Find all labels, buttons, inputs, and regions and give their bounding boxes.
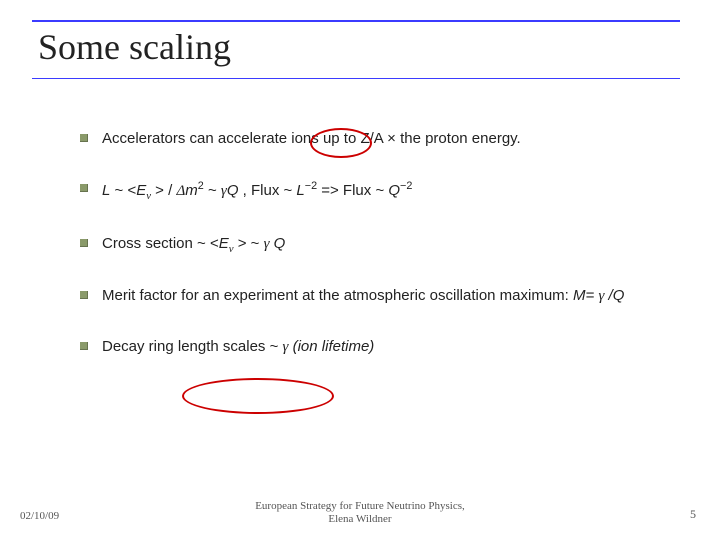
b2-Q2: Q [388,182,400,199]
slide-title: Some scaling [38,26,680,68]
title-rule: Some scaling [32,20,680,79]
bullet-2: L ~ <Eν > / Δm2 ~ γQ , Flux ~ L−2 => Flu… [80,179,680,204]
b2-gt: > / [151,182,176,199]
b5-post: (ion lifetime) [288,338,374,355]
bullet-3: Cross section ~ <Eν > ~ γ Q [80,234,680,257]
slide-body: Accelerators can accelerate ions up to Z… [50,79,680,357]
bullet-list: Accelerators can accelerate ions up to Z… [80,129,680,357]
bullet-4: Merit factor for an experiment at the at… [80,286,680,306]
footer-center: European Strategy for Future Neutrino Ph… [0,500,720,526]
b5-pre: Decay ring length scales ~ [102,338,283,355]
b4-pre: Merit factor for an experiment at the at… [102,287,573,304]
b2-comma: , Flux ~ [238,182,296,199]
b2-E: E [136,182,146,199]
b3-gt: > ~ [234,235,264,252]
bullet-1-text: Accelerators can accelerate ions up to Z… [102,130,521,147]
footer-line2: Elena Wildner [328,513,391,525]
b3-E: E [219,235,229,252]
b2-Q: Q [227,182,239,199]
bullet-5: Decay ring length scales ~ γ (ion lifeti… [80,337,680,357]
b2-arrow: => Flux ~ [317,182,388,199]
bullet-1: Accelerators can accelerate ions up to Z… [80,129,680,149]
footer-page-number: 5 [690,507,696,522]
b2-t2: ~ [204,182,221,199]
footer-line1: European Strategy for Future Neutrino Ph… [255,500,465,512]
b4-over: /Q [604,287,624,304]
b2-L2: L [296,182,304,199]
b2-m: m [185,182,198,199]
b4-M: M= [573,287,598,304]
annotation-ellipse-decay-ring [182,378,334,414]
slide: Some scaling Accelerators can accelerate… [0,0,720,540]
b2-t1: ~ < [110,182,136,199]
b2-e2: −2 [400,180,412,192]
b3-Q: Q [269,235,285,252]
b2-delta: Δ [176,183,185,199]
b2-e1: −2 [305,180,317,192]
b3-pre: Cross section ~ < [102,235,219,252]
